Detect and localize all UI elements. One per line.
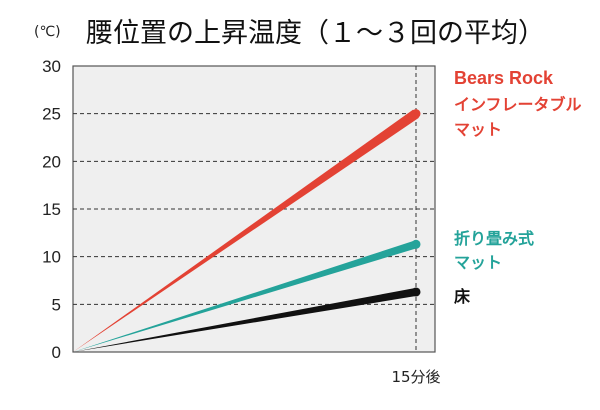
data-point — [411, 109, 421, 119]
series-line — [73, 109, 419, 352]
chart-title: 腰位置の上昇温度（１～３回の平均） — [86, 18, 545, 49]
series-line — [73, 288, 417, 352]
legend-label: インフレータブル — [454, 95, 582, 114]
plot-area — [72, 65, 436, 353]
y-tick-labels: 0 5 10 15 20 25 30 — [42, 57, 61, 362]
legend-label: マット — [454, 253, 502, 272]
legend-label: Bears Rock — [454, 68, 554, 88]
y-tick-label: 20 — [42, 152, 61, 171]
x-tick-label: 15分後 — [391, 368, 440, 386]
data-point — [411, 287, 421, 297]
unit-label: (℃) — [34, 24, 61, 40]
legend-label: マット — [454, 120, 502, 139]
legend-label: 折り畳み式 — [454, 229, 534, 248]
y-tick-label: 10 — [42, 248, 61, 267]
y-tick-label: 5 — [52, 295, 61, 314]
y-tick-label: 0 — [52, 343, 61, 362]
y-tick-label: 15 — [42, 200, 61, 219]
data-point — [411, 239, 421, 249]
series-line — [73, 240, 418, 352]
series-lines — [73, 109, 421, 352]
y-tick-label: 30 — [42, 57, 61, 76]
legend-label: 床 — [454, 287, 471, 306]
y-tick-label: 25 — [42, 105, 61, 124]
x-tick-labels: 15分後 — [391, 368, 440, 386]
